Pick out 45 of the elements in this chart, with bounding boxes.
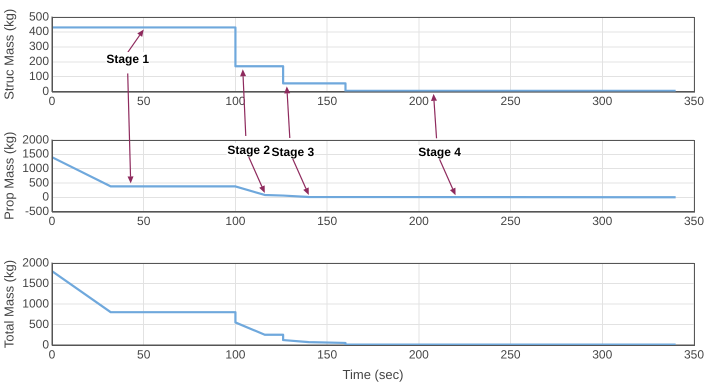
y-tick-label: 1000 (22, 160, 50, 175)
x-tick-label: 100 (225, 214, 246, 228)
x-tick-label: 350 (684, 214, 704, 228)
x-tick-label: 50 (137, 94, 151, 108)
annotation: Stage 1 (105, 52, 150, 66)
y-tick-label: 300 (28, 39, 50, 54)
x-tick-label: 350 (684, 348, 704, 362)
y-tick-label: 0 (42, 84, 50, 98)
x-tick-label: 150 (317, 348, 338, 362)
x-tick-label: 300 (592, 214, 613, 228)
y-tick-label: 0 (42, 337, 50, 352)
y-axis-title: Struc Mass (kg) (1, 8, 16, 100)
x-tick-label: 100 (225, 348, 246, 362)
x-tick-label: 250 (500, 348, 521, 362)
y-tick-label: 500 (28, 9, 50, 24)
x-tick-label: 50 (137, 214, 151, 228)
y-axis-title: Prop Mass (kg) (1, 132, 16, 220)
y-tick-label: 0 (42, 190, 50, 204)
x-tick-label: 300 (592, 94, 613, 108)
x-axis-title: Time (sec) (342, 366, 404, 382)
x-tick-label: 50 (137, 348, 151, 362)
y-tick-label: 400 (28, 24, 50, 38)
x-tick-label: 350 (684, 94, 704, 108)
y-axis-title: Total Mass (kg) (1, 260, 16, 348)
x-tick-label: 250 (500, 214, 521, 228)
x-tick-label: 250 (500, 94, 521, 108)
annotation: Stage 4 (417, 145, 462, 160)
x-tick-label: 300 (592, 348, 613, 362)
x-tick-label: 200 (408, 94, 430, 108)
x-tick-label: 150 (317, 214, 338, 228)
y-tick-label: 500 (28, 175, 50, 190)
x-tick-label: 150 (317, 94, 338, 108)
y-tick-label: 1500 (22, 146, 50, 161)
y-tick-label: 2000 (22, 132, 50, 146)
y-tick-label: 1000 (22, 296, 50, 310)
y-tick-label: 200 (28, 54, 50, 68)
y-tick-label: 500 (28, 316, 50, 331)
y-tick-label: -500 (24, 204, 50, 218)
y-tick-label: 2000 (22, 255, 50, 270)
y-tick-label: 100 (28, 68, 50, 83)
annotation: Stage 3 (270, 144, 316, 159)
x-tick-label: 200 (408, 214, 430, 228)
x-tick-label: 200 (408, 348, 430, 362)
y-tick-label: 1500 (22, 276, 50, 290)
annotation: Stage 2 (226, 142, 272, 157)
